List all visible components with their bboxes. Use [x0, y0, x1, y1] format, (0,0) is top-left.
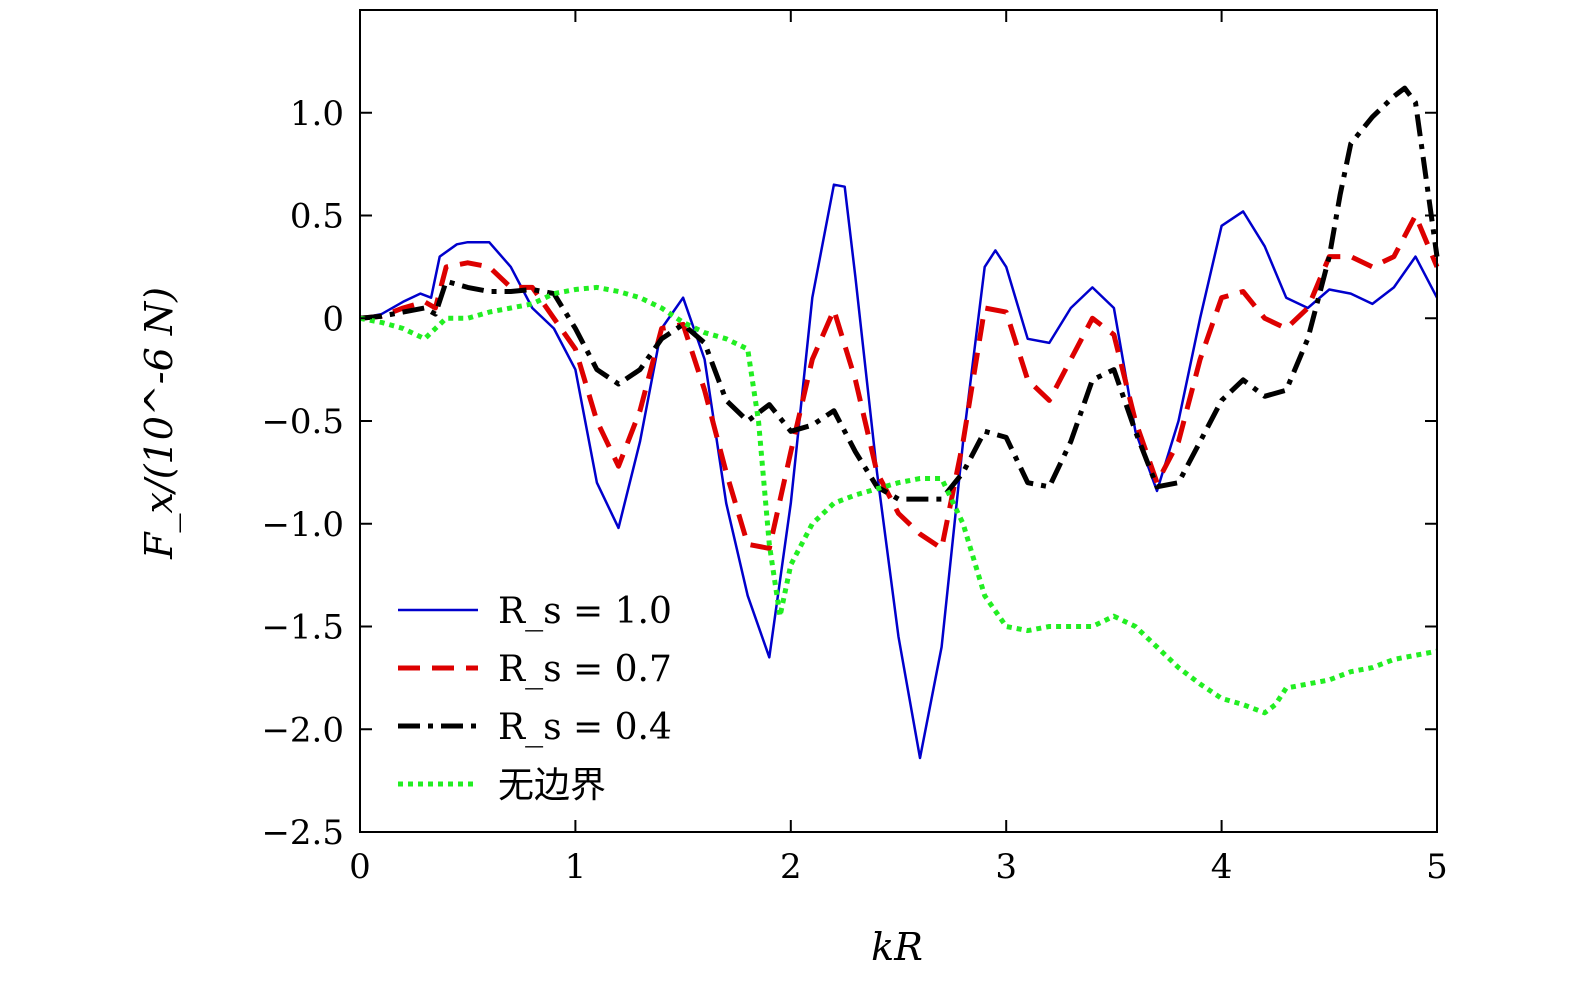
series-line-3: [359, 85, 1440, 502]
x-tick-label: 4: [1211, 847, 1233, 887]
axis-ticks: 0 1 2 3 4 5 1.0 0.5 0 −0.5 −1.0 −1.5 −2.0 −2.5: [261, 10, 1448, 887]
y-tick-label: −1.5: [261, 608, 344, 648]
y-tick-label: −2.5: [261, 813, 344, 853]
y-tick-label: 1.0: [290, 94, 344, 134]
y-tick-label: 0.5: [290, 197, 344, 237]
legend: R_s = 1.0 R_s = 0.7 R_s = 0.4 无边界: [398, 591, 672, 806]
y-tick-label: −2.0: [261, 710, 344, 750]
legend-label-2: R_s = 0.7: [498, 649, 672, 690]
y-axis-title: F_x/(10^-6 N): [137, 287, 182, 560]
series-line-1: [359, 183, 1439, 760]
x-tick-label: 5: [1426, 847, 1448, 887]
legend-label-4: 无边界: [498, 765, 606, 806]
x-tick-label: 3: [995, 847, 1017, 887]
y-tick-label: −0.5: [261, 402, 344, 442]
y-tick-label: −1.0: [261, 505, 344, 545]
legend-label-1: R_s = 1.0: [498, 591, 672, 632]
legend-label-3: R_s = 0.4: [498, 707, 672, 748]
x-axis-title: kR: [871, 925, 923, 969]
series-line-4: [359, 284, 1438, 716]
x-tick-label: 0: [349, 847, 371, 887]
y-tick-label: 0: [322, 299, 344, 339]
plot-lines: [359, 85, 1440, 760]
x-tick-label: 1: [565, 847, 587, 887]
series-line-2: [359, 213, 1440, 551]
x-tick-label: 2: [780, 847, 802, 887]
